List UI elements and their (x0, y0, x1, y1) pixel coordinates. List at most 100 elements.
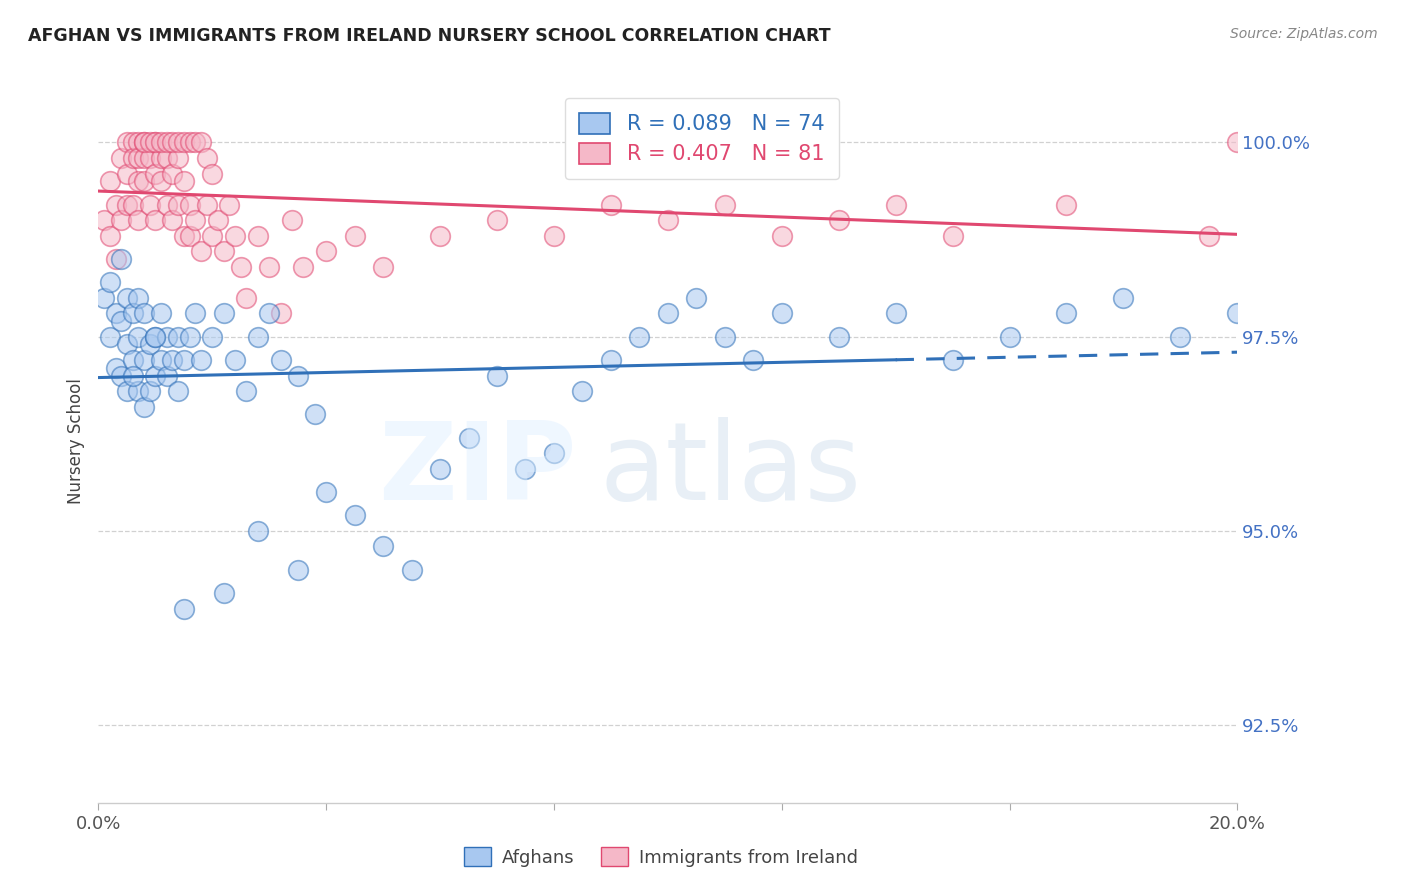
Point (121, 306, 143, 320)
Point (270, 353, 292, 368)
Point (190, 353, 212, 368)
Point (884, 197, 907, 211)
Point (132, 174, 155, 188)
Point (195, 151, 218, 165)
Point (212, 244, 235, 259)
Point (571, 384, 593, 398)
Point (486, 368, 509, 383)
Point (167, 384, 190, 398)
Point (110, 151, 132, 165)
Point (224, 228, 246, 243)
Text: AFGHAN VS IMMIGRANTS FROM IRELAND NURSERY SCHOOL CORRELATION CHART: AFGHAN VS IMMIGRANTS FROM IRELAND NURSER… (28, 27, 831, 45)
Point (281, 213, 304, 227)
Point (657, 213, 679, 227)
Point (127, 174, 149, 188)
Point (173, 228, 195, 243)
Point (259, 260, 281, 274)
Point (110, 314, 132, 328)
Point (127, 329, 149, 343)
Text: ZIP: ZIP (378, 417, 576, 524)
Point (942, 353, 965, 368)
Point (373, 260, 395, 274)
Point (235, 384, 257, 398)
Point (145, 329, 167, 343)
Point (173, 136, 195, 150)
Point (1226, 306, 1249, 320)
Point (1198, 228, 1220, 243)
Point (98, 329, 121, 343)
Point (184, 213, 207, 227)
Point (315, 244, 337, 259)
Point (287, 563, 309, 577)
Point (212, 306, 235, 320)
Point (162, 167, 184, 181)
Point (742, 353, 765, 368)
Point (132, 136, 155, 150)
Point (115, 136, 138, 150)
Point (685, 291, 707, 305)
Point (104, 306, 127, 320)
Point (156, 329, 179, 343)
Point (115, 167, 138, 181)
Point (201, 329, 224, 343)
Point (110, 368, 132, 383)
Point (1056, 197, 1078, 211)
Point (259, 306, 281, 320)
Point (600, 197, 623, 211)
Point (229, 260, 252, 274)
Text: atlas: atlas (599, 417, 862, 524)
Point (1226, 136, 1249, 150)
Point (179, 136, 201, 150)
Point (884, 306, 907, 320)
Point (486, 213, 509, 227)
Point (401, 563, 423, 577)
Point (121, 197, 143, 211)
Point (235, 291, 257, 305)
Point (179, 329, 201, 343)
Point (115, 197, 138, 211)
Point (121, 368, 143, 383)
Point (98, 275, 121, 289)
Point (145, 136, 167, 150)
Point (127, 136, 149, 150)
Point (121, 353, 143, 368)
Point (190, 244, 212, 259)
Point (138, 151, 160, 165)
Point (543, 446, 565, 460)
Point (93, 291, 115, 305)
Point (132, 151, 155, 165)
Point (173, 174, 195, 188)
Point (132, 400, 155, 414)
Point (132, 306, 155, 320)
Point (304, 408, 326, 422)
Point (138, 136, 160, 150)
Point (224, 353, 246, 368)
Point (828, 329, 851, 343)
Point (179, 197, 201, 211)
Point (127, 151, 149, 165)
Point (145, 213, 167, 227)
Point (115, 337, 138, 351)
Point (998, 329, 1021, 343)
Point (150, 174, 173, 188)
Point (195, 197, 218, 211)
Point (246, 329, 269, 343)
Text: Source: ZipAtlas.com: Source: ZipAtlas.com (1230, 27, 1378, 41)
Point (98, 174, 121, 188)
Point (657, 306, 679, 320)
Point (104, 252, 127, 266)
Point (145, 167, 167, 181)
Point (127, 291, 149, 305)
Point (98, 228, 121, 243)
Point (145, 368, 167, 383)
Point (167, 329, 190, 343)
Point (127, 384, 149, 398)
Point (628, 329, 651, 343)
Point (110, 213, 132, 227)
Point (156, 197, 179, 211)
Point (138, 197, 160, 211)
Point (1056, 306, 1078, 320)
Legend: Afghans, Immigrants from Ireland: Afghans, Immigrants from Ireland (457, 840, 865, 874)
Point (156, 151, 179, 165)
Point (115, 384, 138, 398)
